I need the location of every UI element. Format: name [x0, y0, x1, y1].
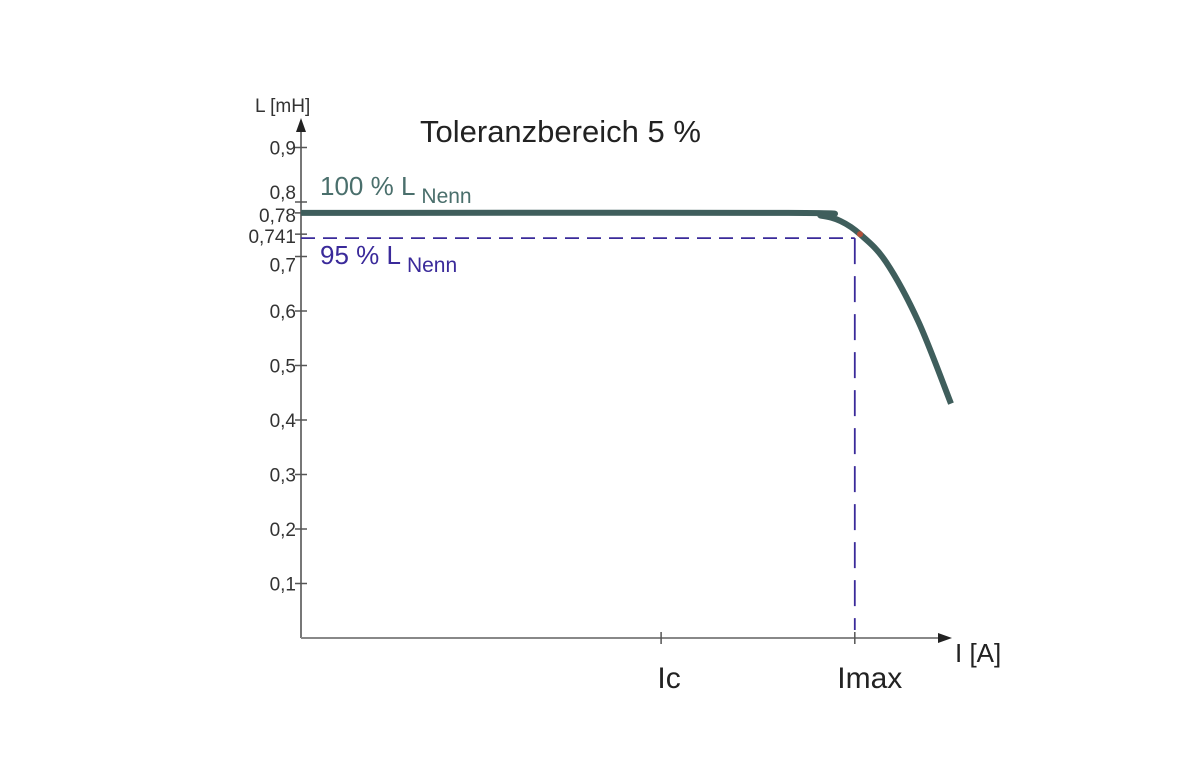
x-tick-label: Imax	[837, 662, 902, 695]
y-tick-label: 0,7	[270, 256, 296, 277]
y-tick-label: 0,6	[270, 302, 296, 323]
chart-title: Toleranzbereich 5 %	[420, 114, 701, 149]
y-axis-arrow-icon	[296, 118, 306, 132]
inductance-curve	[300, 209, 954, 405]
y-tick-label: 0,4	[270, 411, 297, 432]
x-tick-label: Ic	[657, 662, 680, 695]
nominal-label: 100 % L Nenn	[320, 171, 472, 208]
tolerance-label-sub: Nenn	[407, 254, 457, 277]
tolerance-label-main: 95 % L	[320, 240, 401, 270]
y-tick-label: 0,2	[270, 520, 296, 541]
tolerance-label: 95 % L Nenn	[320, 240, 457, 277]
nominal-label-main: 100 % L	[320, 171, 415, 201]
y-tick-label: 0,9	[270, 139, 296, 160]
nominal-label-sub: Nenn	[421, 185, 471, 208]
x-axis-label: I [A]	[955, 638, 1001, 668]
y-tick-label: 0,741	[248, 227, 296, 248]
y-tick-label: 0,3	[270, 466, 296, 487]
y-tick-label: 0,1	[270, 575, 296, 596]
x-axis-arrow-icon	[938, 633, 952, 643]
y-tick-label: 0,78	[259, 206, 296, 227]
intersection-marker	[857, 231, 863, 238]
y-tick-label: 0,8	[270, 183, 296, 204]
y-tick-label: 0,5	[270, 357, 296, 378]
y-axis-label: L [mH]	[255, 96, 310, 117]
